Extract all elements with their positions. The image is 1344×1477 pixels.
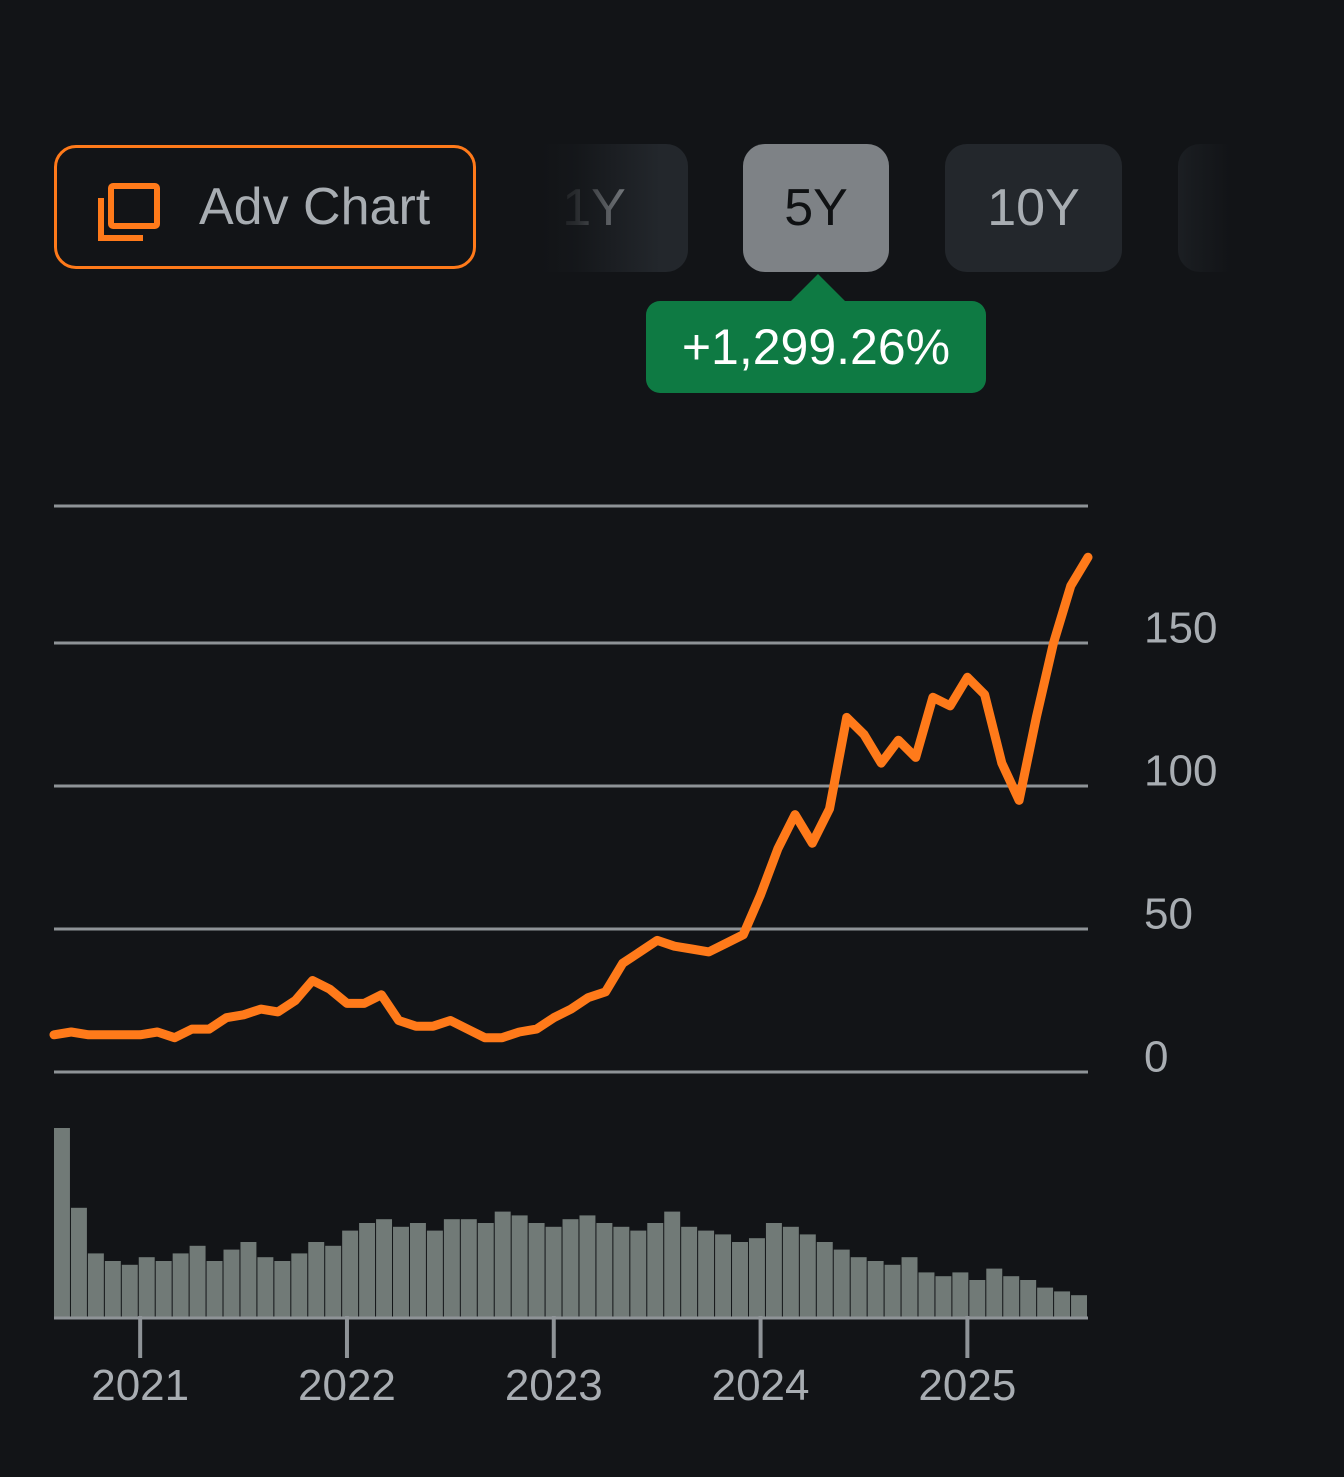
volume-bar	[342, 1230, 359, 1318]
price-line	[49, 552, 1093, 1043]
volume-bar	[511, 1215, 528, 1318]
volume-bar	[240, 1242, 257, 1318]
y-tick-label-100: 100	[1144, 747, 1217, 796]
range-label-10y: 10Y	[987, 179, 1080, 237]
volume-bar	[325, 1245, 342, 1318]
price-chart[interactable]: 0 50 100 150 2021 2022 2023 2024 2025	[0, 420, 1344, 1420]
volume-bar	[579, 1215, 596, 1318]
x-axis-ticks: 2021 2022 2023 2024 2025	[91, 1316, 1016, 1410]
range-button-more[interactable]	[1178, 144, 1230, 272]
volume-bar	[630, 1230, 647, 1318]
volume-bar	[850, 1257, 867, 1318]
chart-window-icon	[98, 183, 160, 241]
change-badge: +1,299.26%	[646, 301, 986, 393]
volume-bar	[376, 1219, 393, 1318]
volume-bar	[647, 1223, 664, 1318]
volume-bar	[833, 1249, 850, 1318]
volume-bar	[54, 1128, 70, 1318]
volume-bar	[799, 1234, 816, 1318]
volume-bar	[308, 1242, 325, 1318]
y-axis-ticks: 0 50 100 150	[1144, 604, 1217, 1082]
volume-bar	[155, 1261, 172, 1318]
volume-bar	[460, 1219, 477, 1318]
volume-bar	[748, 1238, 765, 1318]
volume-bar	[782, 1226, 799, 1318]
x-tick-label-2025: 2025	[918, 1361, 1016, 1410]
volume-bar	[884, 1264, 901, 1318]
volume-bar	[87, 1253, 104, 1318]
range-button-5y[interactable]: 5Y	[743, 144, 889, 272]
volume-bar	[409, 1223, 426, 1318]
range-button-1y[interactable]: 1Y	[540, 144, 688, 272]
volume-bar	[223, 1249, 240, 1318]
grid-lines	[54, 504, 1088, 1074]
volume-bar	[104, 1261, 121, 1318]
volume-bar	[138, 1257, 155, 1318]
y-tick-label-50: 50	[1144, 890, 1193, 939]
volume-bar	[172, 1253, 189, 1318]
volume-bar	[816, 1242, 833, 1318]
volume-bar	[70, 1207, 87, 1318]
volume-bar	[1020, 1280, 1037, 1318]
price-series-line	[49, 552, 1093, 1043]
volume-bar	[969, 1280, 986, 1318]
volume-bar	[596, 1223, 613, 1318]
volume-bar	[494, 1211, 511, 1318]
volume-bar	[426, 1230, 443, 1318]
volume-bar	[698, 1230, 715, 1318]
y-tick-label-150: 150	[1144, 604, 1217, 653]
adv-chart-label: Adv Chart	[199, 178, 431, 236]
volume-bar	[206, 1261, 223, 1318]
volume-bar	[732, 1242, 748, 1318]
volume-bar	[359, 1223, 376, 1318]
range-label-5y: 5Y	[784, 179, 848, 237]
volume-bar	[1003, 1276, 1020, 1318]
volume-bar	[1054, 1291, 1071, 1318]
volume-bars	[54, 1128, 1088, 1320]
volume-bar	[765, 1223, 782, 1318]
volume-bar	[393, 1226, 409, 1318]
volume-bar	[613, 1226, 630, 1318]
volume-bar	[562, 1219, 579, 1318]
volume-bar	[477, 1223, 494, 1318]
x-tick-label-2022: 2022	[298, 1361, 396, 1410]
range-label-1y: 1Y	[562, 179, 626, 237]
volume-bar	[189, 1245, 206, 1318]
badge-caret	[790, 274, 846, 302]
volume-bar	[986, 1268, 1003, 1318]
volume-bar	[1071, 1295, 1087, 1318]
x-tick-label-2021: 2021	[91, 1361, 189, 1410]
volume-bar	[952, 1272, 969, 1318]
volume-bar	[901, 1257, 918, 1318]
volume-bar	[257, 1257, 274, 1318]
volume-bar	[918, 1272, 935, 1318]
range-selector: 1Y 5Y 10Y	[540, 144, 1230, 272]
change-badge-text: +1,299.26%	[681, 319, 951, 375]
volume-bar	[528, 1223, 545, 1318]
volume-bar	[443, 1219, 460, 1318]
volume-bar	[121, 1264, 138, 1318]
range-button-10y[interactable]: 10Y	[945, 144, 1122, 272]
y-tick-label-0: 0	[1144, 1033, 1168, 1082]
volume-bar	[867, 1261, 884, 1318]
volume-bar	[291, 1253, 308, 1318]
volume-bar	[545, 1226, 562, 1318]
volume-bar	[935, 1276, 952, 1318]
x-tick-label-2023: 2023	[505, 1361, 603, 1410]
volume-bar	[274, 1261, 291, 1318]
volume-bar	[664, 1211, 681, 1318]
adv-chart-button[interactable]: Adv Chart	[54, 145, 476, 269]
volume-bar	[715, 1234, 732, 1318]
volume-bar	[681, 1226, 698, 1318]
volume-bar	[1037, 1287, 1054, 1318]
x-tick-label-2024: 2024	[712, 1361, 810, 1410]
